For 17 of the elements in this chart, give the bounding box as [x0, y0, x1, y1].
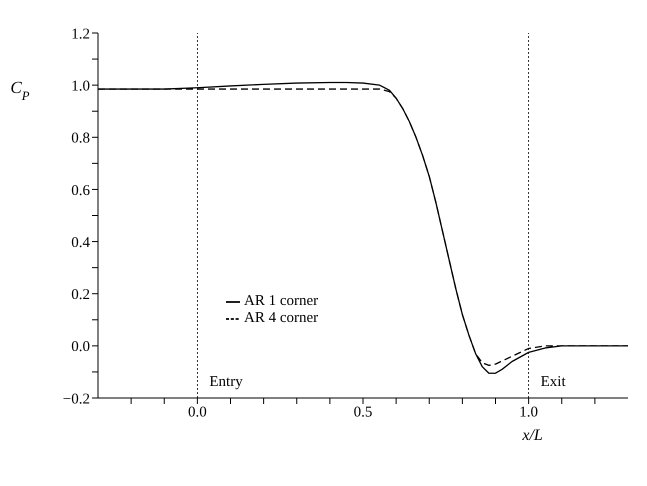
y-tick-label: 0.0: [71, 339, 90, 356]
y-tick-label: 0.4: [71, 234, 90, 251]
ref-line-label: Entry: [209, 374, 244, 390]
y-tick-label: 0.2: [71, 287, 90, 304]
x-tick-label: 0.5: [354, 404, 372, 421]
y-tick-label: −0.2: [62, 391, 90, 408]
legend-label: AR 4 corner: [244, 310, 318, 326]
ref-line-label: Exit: [540, 374, 566, 390]
y-tick-label: 1.2: [71, 26, 90, 42]
x-axis-title: x/L: [521, 427, 543, 444]
y-axis-title: C$_{P}$: [10, 78, 30, 103]
y-tick-label: 0.8: [71, 130, 90, 147]
y-tick-label: 0.6: [71, 182, 90, 199]
y-tick-label: 1.0: [71, 78, 90, 94]
x-tick-label: 1.0: [519, 404, 538, 421]
x-tick-label: 0.0: [188, 404, 207, 421]
legend-label: AR 1 corner: [244, 293, 318, 309]
